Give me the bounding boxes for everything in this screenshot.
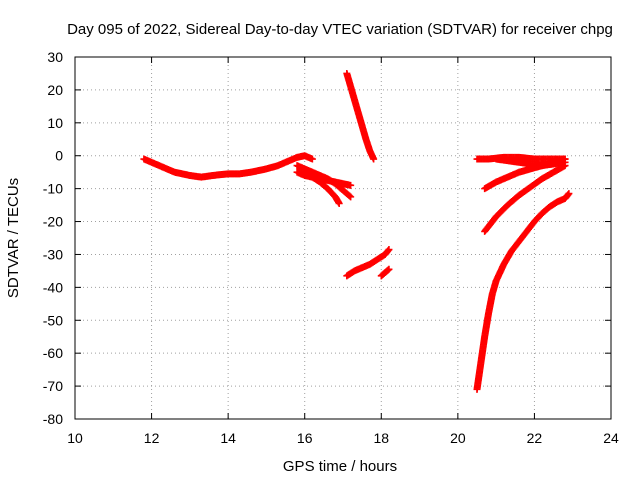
chart-title: Day 095 of 2022, Sidereal Day-to-day VTE… xyxy=(67,21,613,38)
axes: 10 12 14 16 18 20 22 24 30 20 10 0 -10 -20 -30 -40 -50 -6… xyxy=(43,49,619,446)
y-tick-label: -40 xyxy=(43,279,63,295)
x-tick-label: 14 xyxy=(220,430,236,446)
data-series-11 xyxy=(481,162,569,235)
x-tick-label: 18 xyxy=(373,430,389,446)
data-point xyxy=(384,266,392,274)
data-series xyxy=(140,69,573,393)
data-point xyxy=(335,199,343,207)
y-tick-label: 10 xyxy=(47,115,63,131)
data-series-3 xyxy=(293,162,355,201)
data-series-1 xyxy=(140,152,316,181)
x-tick-label: 12 xyxy=(144,430,160,446)
x-tick-label: 10 xyxy=(67,430,83,446)
data-series-7 xyxy=(377,265,393,280)
y-tick-label: -50 xyxy=(43,312,63,328)
y-tick-label: 0 xyxy=(55,148,63,164)
y-tick-label: -20 xyxy=(43,214,63,230)
data-series-6 xyxy=(343,246,393,280)
data-series-10 xyxy=(481,155,569,193)
data-point xyxy=(346,192,354,200)
data-point xyxy=(347,193,355,201)
data-point xyxy=(565,190,573,198)
x-tick-label: 16 xyxy=(297,430,313,446)
data-point xyxy=(308,155,316,163)
data-series-12 xyxy=(473,190,573,393)
data-point xyxy=(561,155,569,163)
data-point xyxy=(385,265,393,273)
data-point xyxy=(385,246,393,254)
y-tick-label: -60 xyxy=(43,345,63,361)
x-tick-label: 22 xyxy=(527,430,543,446)
x-tick-label: 24 xyxy=(603,430,619,446)
data-point xyxy=(561,162,569,170)
y-tick-label: -80 xyxy=(43,411,63,427)
y-tick-label: -70 xyxy=(43,378,63,394)
data-series-4 xyxy=(301,168,343,207)
data-series-5 xyxy=(343,69,378,163)
x-axis-label: GPS time / hours xyxy=(283,458,397,475)
y-tick-label: 30 xyxy=(47,49,63,65)
x-tick-label: 20 xyxy=(450,430,466,446)
y-tick-label: 20 xyxy=(47,82,63,98)
data-point xyxy=(347,181,355,189)
grid-lines xyxy=(75,57,611,419)
y-axis-label: SDTVAR / TECUs xyxy=(5,178,22,298)
data-point xyxy=(370,155,378,163)
plot-frame xyxy=(74,56,612,420)
y-tick-label: -30 xyxy=(43,246,63,262)
y-tick-label: -10 xyxy=(43,181,63,197)
